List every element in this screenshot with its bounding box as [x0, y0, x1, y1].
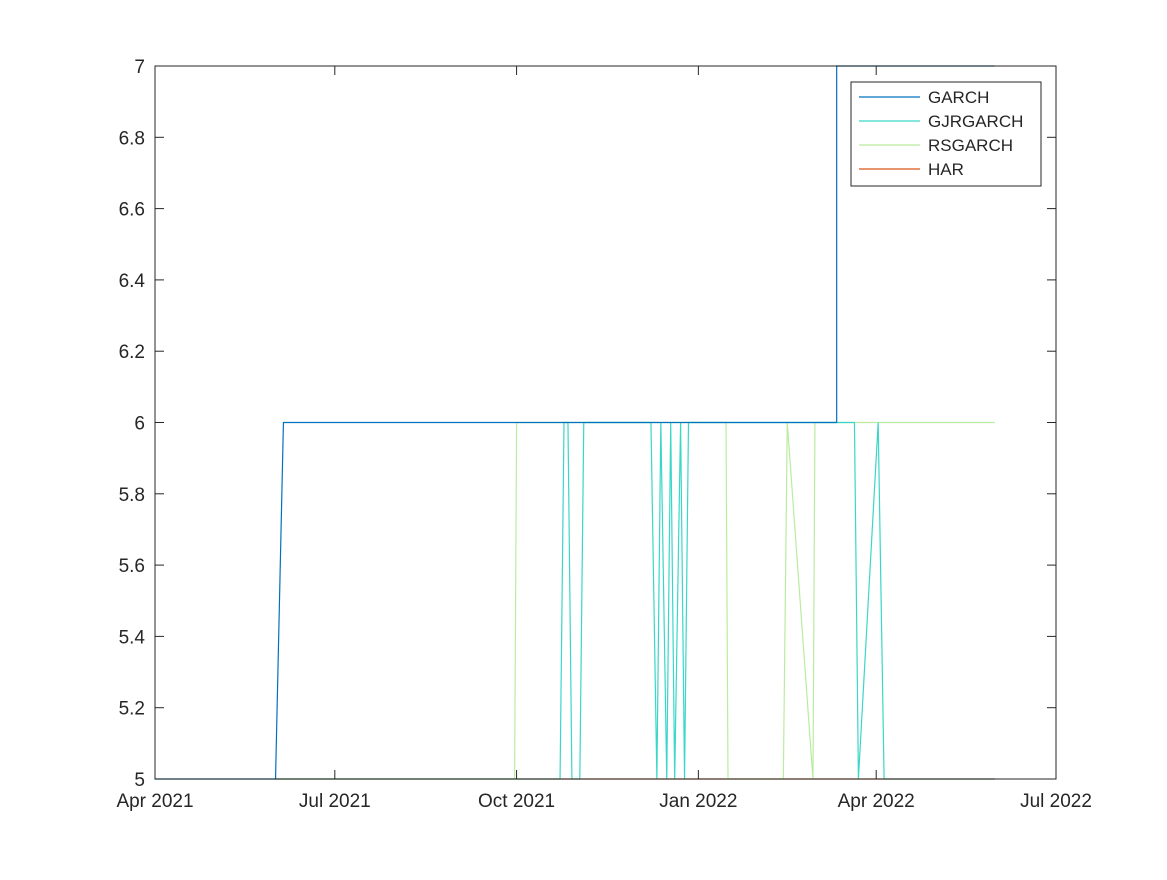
- y-tick-label: 5.2: [119, 699, 145, 720]
- y-tick-label: 5.4: [119, 627, 146, 648]
- x-tick-label: Oct 2021: [478, 791, 555, 812]
- legend-label-har: HAR: [928, 160, 964, 179]
- legend-label-garch: GARCH: [928, 88, 989, 107]
- y-tick-label: 7: [134, 57, 145, 78]
- x-tick-label: Jul 2021: [299, 791, 371, 812]
- y-tick-label: 6: [134, 414, 145, 435]
- x-tick-label: Apr 2021: [116, 791, 193, 812]
- legend-label-rsgarch: RSGARCH: [928, 136, 1013, 155]
- series-line-garch: [155, 65, 995, 780]
- x-tick-label: Jan 2022: [659, 791, 737, 812]
- legend-label-gjrgarch: GJRGARCH: [928, 112, 1023, 131]
- y-tick-label: 6.2: [119, 342, 145, 363]
- y-tick-label: 5.6: [119, 556, 145, 577]
- axes-layer: Apr 2021 Jul 2021 Oct 2021 Jan 2022 Apr 2022…: [116, 57, 1091, 812]
- y-tick-label: 6.6: [119, 200, 145, 221]
- x-tick-label: Apr 2022: [838, 791, 915, 812]
- y-tick-label: 6.4: [119, 271, 146, 292]
- y-tick-label: 5: [134, 770, 145, 791]
- y-tick-label: 5.8: [119, 485, 145, 506]
- x-tick-label: Jul 2022: [1020, 791, 1092, 812]
- legend: GARCH GJRGARCH RSGARCH HAR: [850, 81, 1042, 187]
- y-tick-label: 6.8: [119, 128, 145, 149]
